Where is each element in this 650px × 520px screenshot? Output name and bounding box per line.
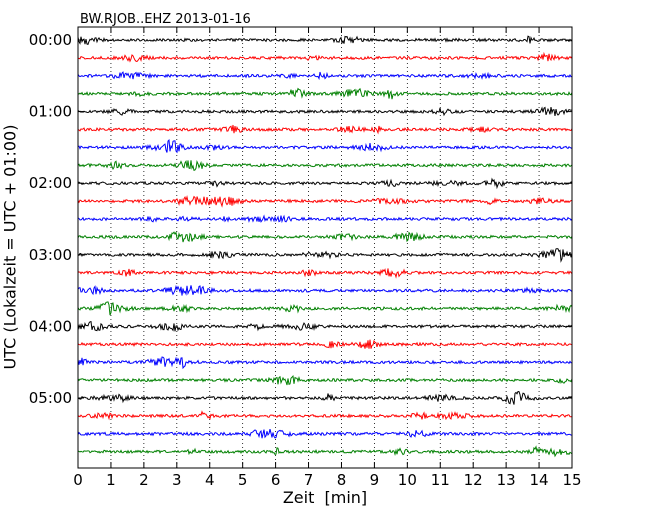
x-tick-label: 7 xyxy=(304,471,314,489)
seismogram-trace xyxy=(77,339,573,349)
x-axis: 0 1 2 3 4 5 6 7 8 9 10 11 12 13 14 15 xyxy=(73,27,582,489)
seismogram-trace xyxy=(77,138,573,154)
y-tick-label: 01:00 xyxy=(29,103,72,121)
x-tick-label: 8 xyxy=(337,471,347,489)
seismogram-trace xyxy=(77,301,573,316)
seismogram-trace xyxy=(77,214,573,224)
seismogram-trace xyxy=(77,231,573,243)
x-tick-label: 15 xyxy=(562,471,581,489)
y-tick-label: 03:00 xyxy=(29,246,72,264)
x-tick-label: 10 xyxy=(398,471,417,489)
x-tick-label: 5 xyxy=(238,471,248,489)
y-tick-label: 00:00 xyxy=(29,31,72,49)
seismogram-trace xyxy=(77,124,573,135)
x-tick-label: 3 xyxy=(172,471,182,489)
y-axis: 00:00 01:00 02:00 03:00 04:00 05:00 xyxy=(29,31,572,407)
seismogram-traces xyxy=(77,35,573,458)
chart-title: BW.RJOB..EHZ 2013-01-16 xyxy=(80,12,251,27)
seismogram-trace xyxy=(77,429,573,439)
seismogram-trace xyxy=(77,106,573,117)
seismogram-trace xyxy=(77,268,573,279)
x-tick-label: 14 xyxy=(530,471,549,489)
seismogram-trace xyxy=(77,410,573,421)
seismogram-trace xyxy=(77,177,573,190)
seismogram-trace xyxy=(77,87,573,100)
seismogram-trace xyxy=(77,284,573,296)
x-tick-label: 11 xyxy=(431,471,450,489)
y-tick-label: 05:00 xyxy=(29,389,72,407)
x-tick-label: 9 xyxy=(370,471,380,489)
plot-frame xyxy=(77,26,573,469)
seismogram-trace xyxy=(77,195,573,208)
x-tick-label: 0 xyxy=(73,471,83,489)
seismogram-trace xyxy=(77,51,573,63)
seismogram-trace xyxy=(77,248,573,263)
x-axis-label: Zeit [min] xyxy=(282,488,368,507)
x-tick-label: 13 xyxy=(497,471,516,489)
y-tick-label: 04:00 xyxy=(29,317,72,335)
x-tick-label: 1 xyxy=(106,471,116,489)
seismogram-trace xyxy=(77,321,573,332)
seismogram-trace xyxy=(77,159,573,171)
seismogram-trace xyxy=(77,391,573,405)
x-tick-label: 4 xyxy=(205,471,215,489)
y-tick-label: 02:00 xyxy=(29,174,72,192)
x-tick-label: 6 xyxy=(271,471,281,489)
y-axis-label: UTC (Lokalzeit = UTC + 01:00) xyxy=(0,124,20,370)
seismogram-trace xyxy=(77,445,573,458)
seismogram-trace xyxy=(77,356,573,370)
x-tick-label: 12 xyxy=(464,471,483,489)
seismogram-trace xyxy=(77,35,573,45)
vertical-grid xyxy=(110,27,540,468)
x-tick-label: 2 xyxy=(139,471,149,489)
seismogram-trace xyxy=(77,374,573,386)
seismogram-trace xyxy=(77,71,573,81)
